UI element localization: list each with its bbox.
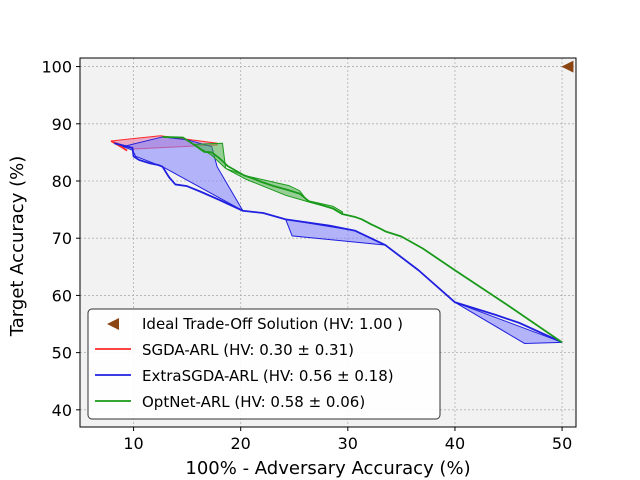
shaded-bands (110, 135, 563, 344)
legend-ideal-marker (107, 318, 119, 330)
legend-optnet-label: OptNet-ARL (HV: 0.58 ± 0.06) (142, 393, 365, 411)
y-tick-label: 40 (52, 401, 72, 420)
plot-frame (79, 57, 577, 428)
y-tick-label: 50 (52, 344, 72, 363)
y-axis-title: Target Accuracy (%) (7, 156, 28, 337)
x-tick-label: 20 (231, 434, 251, 453)
optnet-line (162, 136, 563, 344)
legend: Ideal Trade-Off Solution (HV: 1.00 ) SGD… (87, 308, 441, 420)
legend-sgda-label: SGDA-ARL (HV: 0.30 ± 0.31) (142, 341, 354, 359)
y-tick-label: 90 (52, 115, 72, 134)
ideal-point (561, 60, 574, 73)
extrasgda-band-1 (114, 136, 245, 213)
series-lines (110, 136, 563, 344)
ideal-point-marker (561, 60, 574, 73)
x-axis-title: 100% - Adversary Accuracy (%) (185, 458, 470, 479)
legend-ideal-label: Ideal Trade-Off Solution (HV: 1.00 ) (142, 315, 403, 333)
x-tick-label: 10 (123, 434, 143, 453)
x-tick-label: 30 (338, 434, 358, 453)
axis-ticks: 10 20 30 40 50 40 50 60 70 80 90 100 (41, 58, 572, 453)
legend-box (87, 308, 441, 420)
legend-extrasgda-label: ExtraSGDA-ARL (HV: 0.56 ± 0.18) (142, 367, 394, 385)
x-tick-label: 40 (445, 434, 465, 453)
extrasgda-band-3 (454, 301, 563, 344)
y-tick-label: 70 (52, 229, 72, 248)
x-tick-label: 50 (552, 434, 572, 453)
y-tick-label: 60 (52, 286, 72, 305)
extrasgda-line (114, 142, 563, 344)
y-tick-label: 80 (52, 172, 72, 191)
y-tick-label: 100 (41, 58, 72, 77)
